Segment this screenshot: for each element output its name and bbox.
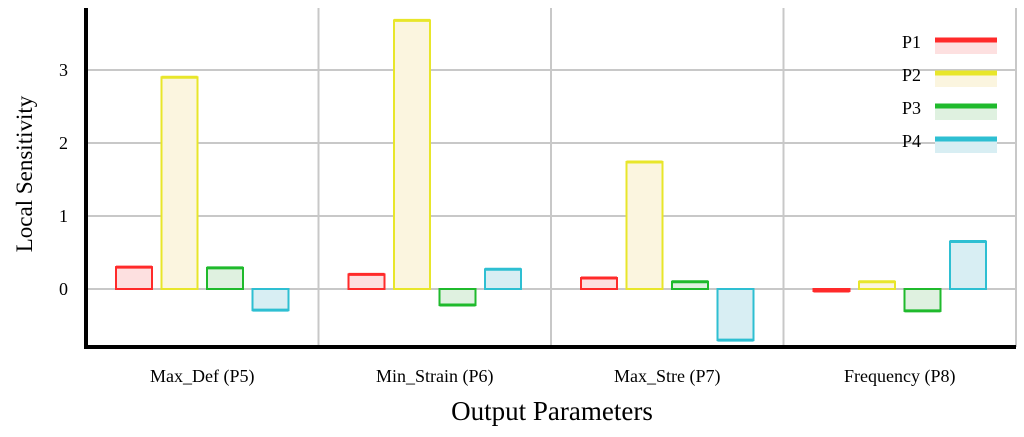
legend-swatch-fill <box>935 106 997 120</box>
legend-swatch-fill <box>935 40 997 54</box>
y-tick-label: 3 <box>59 60 68 80</box>
legend-swatch-fill <box>935 139 997 153</box>
bar-p1 <box>580 277 618 290</box>
bar-p2 <box>160 76 199 290</box>
x-category-label: Frequency (P8) <box>844 366 955 387</box>
legend: P1 P2 P3 P4 <box>902 32 997 153</box>
legend-label-p2: P2 <box>902 65 921 85</box>
x-category-labels: Max_Def (P5) Min_Strain (P6) Max_Stre (P7)… <box>150 366 955 387</box>
bar-p2 <box>625 160 664 290</box>
legend-label-p1: P1 <box>902 32 921 52</box>
y-tick-label: 2 <box>59 133 68 153</box>
x-category-label: Min_Strain (P6) <box>376 366 494 387</box>
y-tick-label: 1 <box>59 206 68 226</box>
x-category-label: Max_Def (P5) <box>150 366 254 387</box>
x-axis-title: Output Parameters <box>451 396 653 426</box>
bars <box>115 18 987 342</box>
legend-label-p3: P3 <box>902 98 921 118</box>
bar-p1 <box>347 273 386 290</box>
bar-p4 <box>251 288 290 312</box>
y-tick-label: 0 <box>59 279 68 299</box>
legend-swatch-fill <box>935 73 997 87</box>
bar-p3 <box>903 288 942 312</box>
bar-p3 <box>438 288 477 307</box>
x-category-label: Max_Stre (P7) <box>614 366 721 387</box>
bar-p4 <box>484 268 522 291</box>
gridlines <box>86 8 1017 347</box>
bar-p4 <box>716 288 755 342</box>
bar-p2 <box>393 19 431 291</box>
y-tick-labels: 0 1 2 3 <box>59 60 68 299</box>
bar-p1 <box>115 266 153 291</box>
axes <box>84 8 1016 349</box>
legend-label-p4: P4 <box>902 131 921 151</box>
bar-p4 <box>949 240 987 291</box>
y-axis-title: Local Sensitivity <box>12 95 37 252</box>
bar-p3 <box>206 266 244 290</box>
